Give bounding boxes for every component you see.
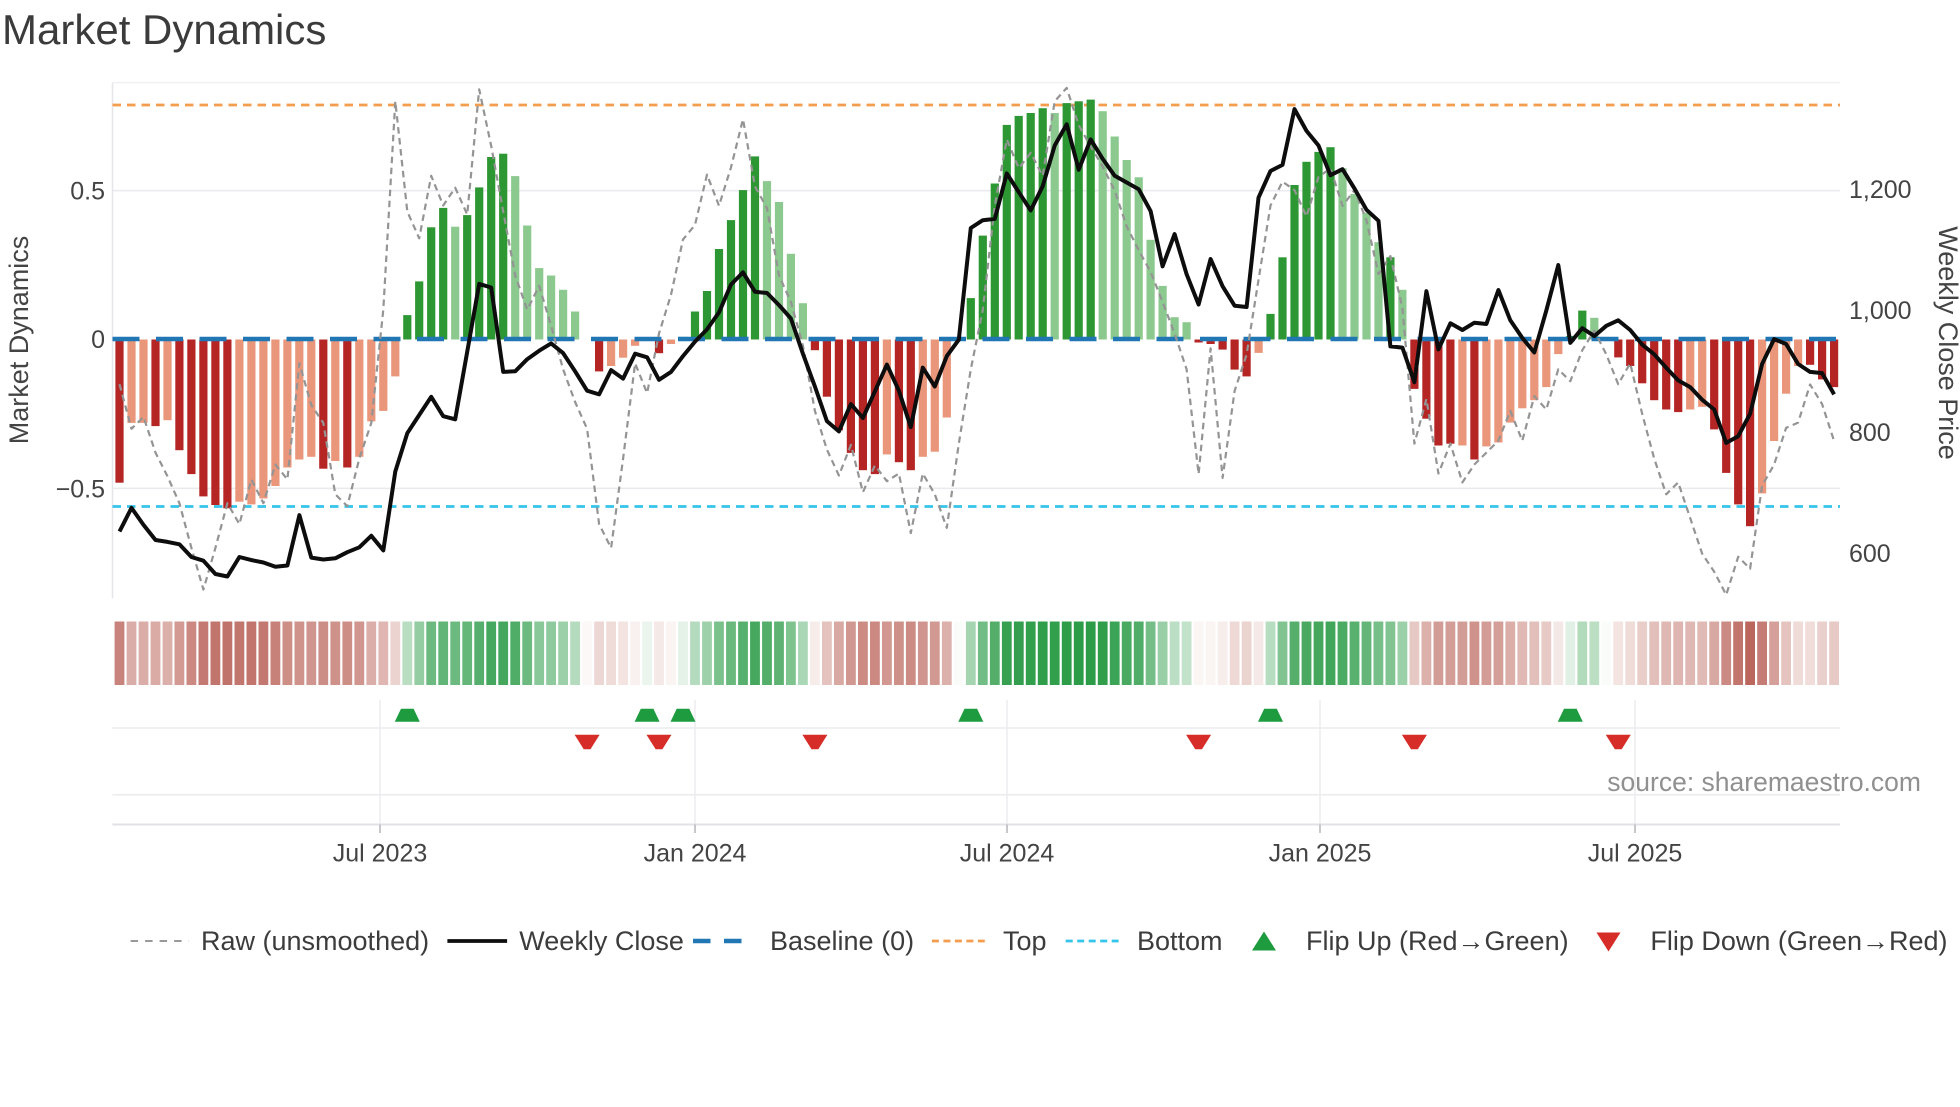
- svg-text:1,000: 1,000: [1849, 297, 1912, 325]
- svg-text:Flip Up (Red→Green): Flip Up (Red→Green): [1306, 926, 1569, 956]
- svg-text:Jul 2023: Jul 2023: [333, 840, 428, 868]
- svg-text:Market Dynamics: Market Dynamics: [4, 236, 34, 445]
- svg-text:Weekly Close: Weekly Close: [519, 926, 684, 956]
- svg-text:Market Dynamics: Market Dynamics: [2, 6, 326, 53]
- svg-text:0: 0: [91, 326, 105, 354]
- svg-text:Jul 2025: Jul 2025: [1588, 840, 1683, 868]
- svg-text:0.5: 0.5: [70, 178, 105, 206]
- svg-text:source: sharemaestro.com: source: sharemaestro.com: [1607, 767, 1921, 797]
- svg-text:Baseline (0): Baseline (0): [770, 926, 914, 956]
- svg-text:Bottom: Bottom: [1137, 926, 1223, 956]
- svg-text:Raw (unsmoothed): Raw (unsmoothed): [201, 926, 429, 956]
- svg-text:Flip Down (Green→Red): Flip Down (Green→Red): [1650, 926, 1947, 956]
- svg-text:Jan 2024: Jan 2024: [644, 840, 747, 868]
- svg-text:Jan 2025: Jan 2025: [1269, 840, 1372, 868]
- svg-text:800: 800: [1849, 419, 1891, 447]
- svg-text:Weekly Close Price: Weekly Close Price: [1933, 226, 1960, 460]
- svg-text:Top: Top: [1003, 926, 1047, 956]
- svg-text:Jul 2024: Jul 2024: [960, 840, 1055, 868]
- svg-text:−0.5: −0.5: [56, 476, 105, 504]
- svg-text:1,200: 1,200: [1849, 176, 1912, 204]
- svg-text:600: 600: [1849, 540, 1891, 568]
